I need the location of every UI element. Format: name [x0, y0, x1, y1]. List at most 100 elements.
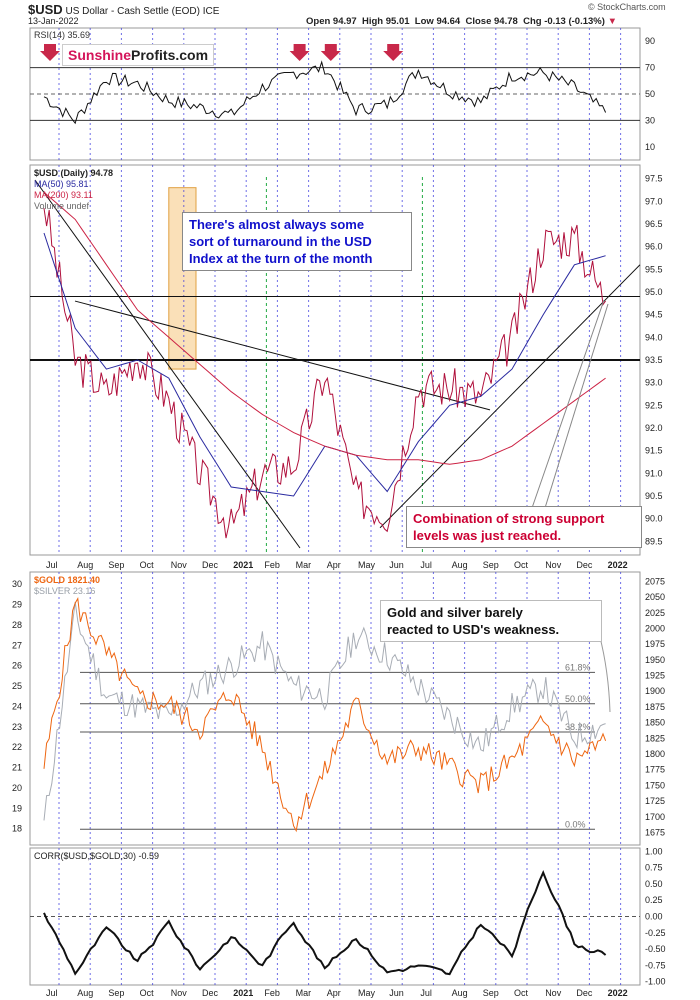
down-triangle-icon: ▼: [607, 16, 617, 27]
y-tick-label: 50: [645, 89, 655, 99]
close-value: 94.78: [494, 16, 518, 27]
y-tick-label: 94.5: [645, 310, 663, 320]
x-tick-label: Aug: [77, 988, 93, 998]
sunshine-profits-logo: SunshineProfits.com: [62, 44, 215, 66]
y-tick-label: 1675: [645, 827, 665, 837]
y-tick-label: 2000: [645, 623, 665, 633]
x-tick-label: Aug: [452, 988, 468, 998]
y-tick-label: 1975: [645, 639, 665, 649]
support-pointer-line: [531, 299, 605, 509]
y-tick-label: 96.0: [645, 242, 663, 252]
y-tick-label: 1925: [645, 671, 665, 681]
y-tick-label: 1950: [645, 655, 665, 665]
y-tick-label: 1750: [645, 780, 665, 790]
y-tick-label: 10: [645, 142, 655, 152]
support-pointer-line: [544, 303, 609, 509]
panel-frame-metals: [29, 571, 641, 846]
y-tick-label: 1800: [645, 749, 665, 759]
y-tick-label: 90: [645, 36, 655, 46]
fib-level-label: 50.0%: [565, 694, 591, 704]
down-arrow-icon: [289, 44, 310, 61]
open-value: 94.97: [332, 16, 357, 27]
x-tick-label: 2021: [233, 560, 253, 570]
x-tick-label: Oct: [514, 560, 529, 570]
rsi-label: RSI(14) 35.69: [34, 30, 91, 40]
turnaround-note: There's almost always some sort of turna…: [182, 212, 412, 271]
change-value: -0.13 (-0.13%): [544, 16, 605, 27]
rsi-line: [43, 60, 607, 125]
x-tick-label: Mar: [296, 988, 312, 998]
y-tick-label: -0.50: [645, 944, 666, 954]
y-tick-label: 0.00: [645, 912, 663, 922]
uptrend-line: [379, 264, 641, 529]
fib-level-label: 38.2%: [565, 722, 591, 732]
symbol-name: US Dollar - Cash Settle (EOD): [65, 6, 200, 17]
y-tick-label: 95.5: [645, 264, 663, 274]
y-tick-label: 27: [12, 640, 22, 650]
x-tick-label: Jun: [389, 988, 404, 998]
gold-line: [43, 597, 607, 833]
y-tick-label: -0.75: [645, 960, 666, 970]
y-tick-label: 1825: [645, 733, 665, 743]
support-note: Combination of strong support levels was…: [406, 506, 642, 548]
x-tick-label: Dec: [202, 988, 219, 998]
high-value: 95.01: [385, 16, 410, 27]
y-tick-label: 19: [12, 803, 22, 813]
x-tick-label: Sep: [483, 560, 499, 570]
y-tick-label: 18: [12, 824, 22, 834]
y-tick-label: 1775: [645, 765, 665, 775]
ma200-label: MA(200) 93.11: [34, 190, 93, 200]
x-tick-label: Oct: [140, 560, 155, 570]
x-tick-label: Sep: [483, 988, 499, 998]
y-tick-label: 96.5: [645, 219, 663, 229]
usd-price-line: [43, 208, 607, 539]
x-tick-label: Feb: [264, 988, 280, 998]
corr-label: CORR($USD,$GOLD,30) -0.59: [34, 851, 160, 861]
chart-title: $USD US Dollar - Cash Settle (EOD) ICE: [28, 2, 219, 17]
x-tick-label: May: [358, 560, 376, 570]
x-tick-label: 2022: [608, 988, 628, 998]
y-tick-label: 1875: [645, 702, 665, 712]
chart-date: 13-Jan-2022: [28, 16, 79, 26]
y-tick-label: 2075: [645, 576, 665, 586]
y-tick-label: 0.50: [645, 879, 663, 889]
ohlc-readout: Open 94.97 High 95.01 Low 94.64 Close 94…: [306, 16, 617, 27]
x-tick-label: Feb: [264, 560, 280, 570]
metals-note: Gold and silver barely reacted to USD's …: [380, 600, 602, 642]
silver-line: [43, 601, 606, 821]
down-arrow-icon: [383, 44, 404, 61]
symbol: $USD: [28, 2, 63, 17]
down-arrow-icon: [40, 44, 60, 61]
gold-label: $GOLD 1821.40: [34, 575, 101, 585]
y-tick-label: 30: [12, 579, 22, 589]
x-tick-label: Oct: [514, 988, 529, 998]
exchange: ICE: [202, 6, 220, 17]
y-tick-label: -1.00: [645, 977, 666, 987]
y-tick-label: 89.5: [645, 536, 663, 546]
y-tick-label: 93.5: [645, 355, 663, 365]
resistance-trend-line: [74, 300, 491, 411]
y-tick-label: 1725: [645, 796, 665, 806]
ma200-line: [43, 191, 606, 465]
ma50-label: MA(50) 95.81: [34, 179, 89, 189]
y-tick-label: 70: [645, 63, 655, 73]
x-tick-label: Dec: [202, 560, 219, 570]
y-tick-label: 22: [12, 742, 22, 752]
x-tick-label: Apr: [327, 560, 341, 570]
y-tick-label: -0.25: [645, 928, 666, 938]
y-tick-label: 25: [12, 681, 22, 691]
x-tick-label: 2022: [608, 560, 628, 570]
y-tick-label: 21: [12, 763, 22, 773]
ma50-line: [43, 232, 606, 497]
credit: © StockCharts.com: [588, 2, 666, 12]
x-tick-label: Nov: [545, 988, 562, 998]
x-tick-label: Jul: [46, 988, 58, 998]
y-tick-label: 91.5: [645, 446, 663, 456]
y-tick-label: 91.0: [645, 468, 663, 478]
y-tick-label: 1900: [645, 686, 665, 696]
y-tick-label: 1700: [645, 812, 665, 822]
y-tick-label: 93.0: [645, 378, 663, 388]
x-tick-label: Nov: [545, 560, 562, 570]
x-tick-label: Mar: [296, 560, 312, 570]
